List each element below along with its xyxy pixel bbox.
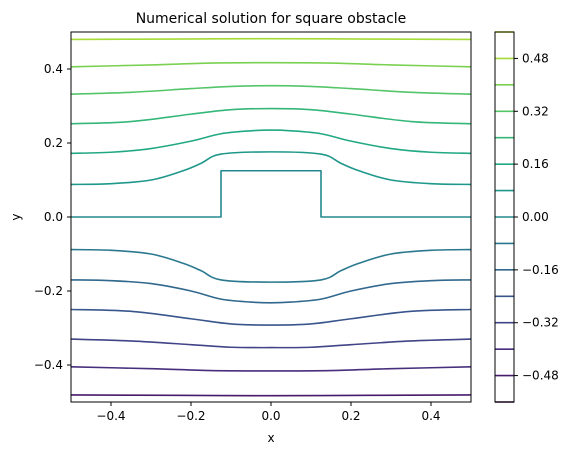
contour-line bbox=[71, 86, 471, 95]
colorbar-tick-label: −0.16 bbox=[522, 263, 559, 277]
contour-line bbox=[71, 280, 471, 303]
y-axis-title: y bbox=[9, 213, 23, 220]
y-tick-label: −0.2 bbox=[34, 284, 63, 298]
x-tick-label: 0.0 bbox=[261, 409, 280, 423]
contour-line bbox=[71, 63, 471, 67]
colorbar-tick-label: −0.48 bbox=[522, 369, 559, 383]
colorbar-tick-label: 0.00 bbox=[522, 210, 549, 224]
colorbar-tick-label: 0.32 bbox=[522, 104, 549, 118]
contour-line bbox=[71, 250, 471, 283]
colorbar: −0.48 −0.32 −0.16 0.00 0.16 0.32 0.48 bbox=[495, 32, 559, 402]
colorbar-tick-label: 0.16 bbox=[522, 157, 549, 171]
x-tick-label: −0.4 bbox=[96, 409, 125, 423]
colorbar-tick-label: 0.48 bbox=[522, 51, 549, 65]
contour-line bbox=[71, 171, 471, 217]
x-axis-title: x bbox=[267, 431, 274, 445]
contour-line bbox=[71, 39, 471, 40]
contour-line bbox=[71, 367, 471, 371]
contour-line bbox=[71, 339, 471, 348]
x-tick-label: 0.2 bbox=[341, 409, 360, 423]
contour-line bbox=[71, 130, 471, 153]
contour-line bbox=[71, 395, 471, 396]
x-tick-label: −0.2 bbox=[176, 409, 205, 423]
colorbar-tick-label: −0.32 bbox=[522, 316, 559, 330]
contour-line bbox=[71, 310, 471, 326]
y-tick-label: 0.4 bbox=[44, 62, 63, 76]
y-tick-label: 0.0 bbox=[44, 210, 63, 224]
contour-line bbox=[71, 109, 471, 124]
y-tick-label: 0.2 bbox=[44, 136, 63, 150]
chart-title: Numerical solution for square obstacle bbox=[136, 11, 407, 27]
x-tick-label: 0.4 bbox=[421, 409, 440, 423]
y-tick-label: −0.4 bbox=[34, 358, 63, 372]
contour-line bbox=[71, 152, 471, 185]
contour-lines bbox=[71, 39, 471, 396]
